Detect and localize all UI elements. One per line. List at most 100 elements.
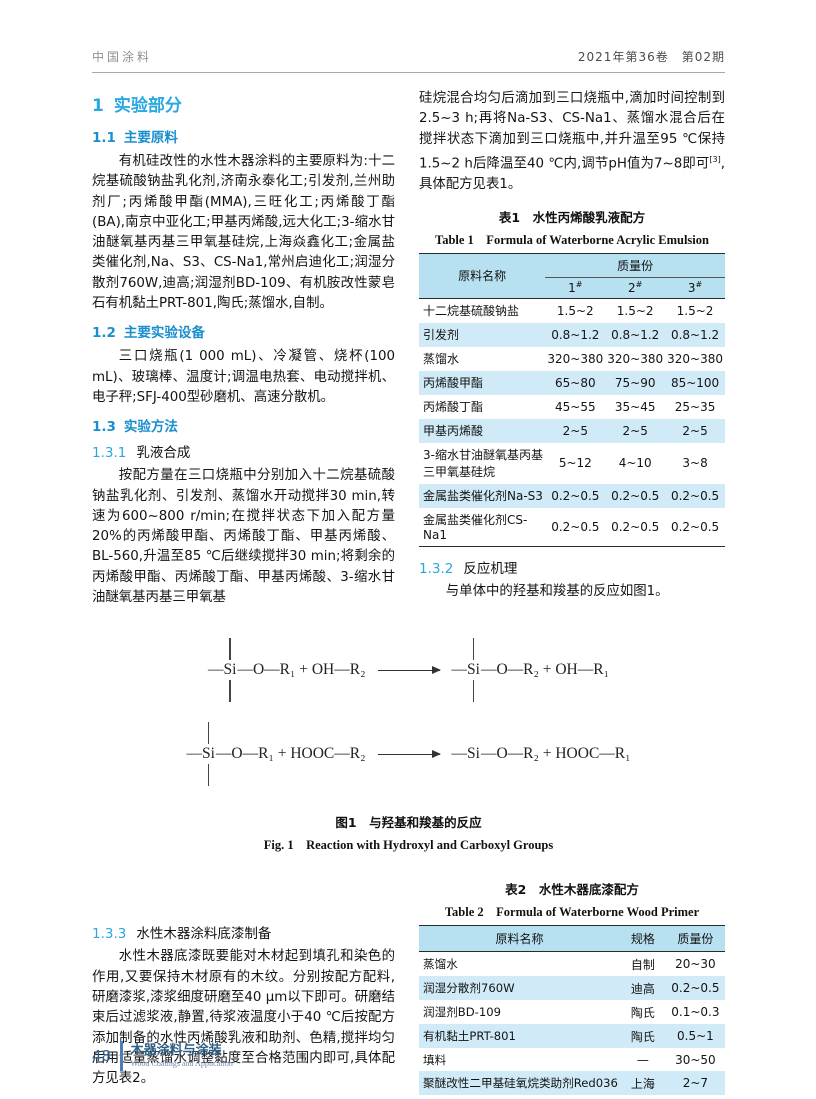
paragraph-reaction-mechanism: 与单体中的羟基和羧基的反应如图1。 [445, 583, 669, 599]
section-heading-1-3-4: 1.3.4水性木器涂料面漆制备 [92, 1095, 395, 1099]
section-heading-1-3-2: 1.3.2 反应机理 [419, 560, 518, 577]
table-cell: 润湿分散剂760W [423, 981, 515, 996]
bond-line [207, 722, 210, 745]
table-cell: 引发剂 [423, 328, 460, 343]
si-atom-bonded: Si [466, 638, 481, 703]
table-cell: 0.1~0.3 [671, 1005, 720, 1020]
table-row: 丙烯酸丁酯 45~55 35~45 25~35 [419, 395, 725, 419]
table-cell: 金属盐类催化剂Na-S3 [423, 489, 543, 504]
table-cell: 0.2~0.5 [551, 488, 600, 503]
table-cell: 聚醚改性二甲基硅氧烷类助剂Red036 [423, 1076, 618, 1091]
table1-acrylic-emulsion-formula: 原料名称 质量份 1# 2# 3# 十二烷基硫酸钠盐 1.5~2 1.5~2 1.5~… [419, 252, 725, 547]
reaction-equation-2: — Si —O—R₁ + HOOC—R₂ — Si —O—R₂ + HOOC—R… [92, 722, 725, 787]
table-row: 金属盐类催化剂Na-S3 0.2~0.5 0.2~0.5 0.2~0.5 [419, 483, 725, 508]
table-row: 聚醚改性二甲基硅氧烷类助剂Red036 上海 2~7 [419, 1071, 725, 1096]
table-cell: 2~5 [562, 423, 588, 438]
section-heading-1-3-3: 1.3.3 水性木器涂料底漆制备 [92, 926, 272, 943]
table-cell: — [636, 1052, 649, 1067]
table-cell: 20~30 [675, 957, 716, 972]
bond-line [229, 680, 231, 703]
table-cell: 陶氏 [630, 1005, 655, 1020]
table-cell: 35~45 [614, 399, 656, 414]
table-cell: 4~10 [618, 456, 652, 471]
table-row: 丙烯酸甲酯 65~80 75~90 85~100 [419, 370, 725, 395]
reaction-arrow [377, 664, 441, 675]
table-cell: 蒸馏水 [423, 957, 458, 972]
bond-line [207, 764, 210, 787]
table2-wood-primer-formula: 原料名称 规格 质量份 蒸馏水 自制 20~30 润湿分散剂760W 迪高 0.2~0.5… [419, 925, 725, 1099]
table-cell: 蒸馏水 [423, 352, 460, 367]
table-row: 引发剂 0.8~1.2 0.8~1.2 0.8~1.2 [419, 322, 725, 347]
table-cell: 1.5~2 [616, 303, 654, 318]
bond-line [229, 638, 231, 661]
table-cell: 0.2~0.5 [670, 488, 720, 503]
table-cell: 0.3~0.6 [666, 1095, 725, 1099]
table-cell: 丙烯酸甲酯 [423, 376, 484, 391]
paragraph-primer-preparation: 水性木器底漆既要能对木材起到填孔和染色的作用,又要保持木材原有的木纹。分别按配方… [92, 949, 395, 1087]
table-row: 十二烷基硫酸钠盐 1.5~2 1.5~2 1.5~2 [419, 298, 725, 323]
si-atom-bonded: Si [201, 722, 216, 787]
table-row: 润湿分散剂760W 迪高 0.2~0.5 [419, 976, 725, 1001]
paragraph-emulsion-synthesis-cont: 硅烷混合均匀后滴加到三口烧瓶中,滴加时间控制到2.5~3 h;再将Na-S3、C… [419, 91, 725, 192]
table-cell: 2~5 [682, 423, 708, 438]
reaction-equation-1: — Si —O—R₁ + OH—R₂ — Si —O—R₂ + OH—R₁ [92, 638, 725, 703]
section-heading-1-3-1: 1.3.1 乳液合成 [92, 445, 191, 462]
table2-header: 原料名称 规格 质量份 [419, 925, 725, 953]
footer-divider-bar [120, 1041, 123, 1071]
figure1-reaction-scheme: — Si —O—R₁ + OH—R₂ — Si —O—R₂ + OH—R₁ [92, 638, 725, 853]
left-column-bottom: 1.3.3 水性木器涂料底漆制备 水性木器底漆既要能对木材起到填孔和染色的作用,又… [92, 879, 395, 1099]
table-cell: 润湿剂BD-109 [423, 1005, 501, 1020]
table-cell: 1.5~2 [556, 303, 594, 318]
table1-caption-zh: 表1 水性丙烯酸乳液配方 [498, 209, 646, 225]
paragraph-equipment: 三口烧瓶(1 000 mL)、冷凝管、烧杯(100 mL)、玻璃棒、温度计;调温… [92, 349, 395, 405]
table-cell: 迪高 [630, 981, 655, 996]
table-cell: 丙烯酸丁酯 [423, 400, 484, 415]
eq1-lhs: — Si —O—R₁ + OH—R₂ [208, 638, 366, 703]
table-cell: 上海 [630, 1076, 655, 1091]
table-row: 有机硅消泡剂BYK-024毕克0.3~0.6 [419, 1095, 725, 1099]
section-heading-1-1: 1.1 主要原料 [92, 130, 178, 146]
table-row: 甲基丙烯酸 2~5 2~5 2~5 [419, 418, 725, 443]
table-cell: 陶氏 [630, 1029, 655, 1044]
table-cell: 0.2~0.5 [551, 519, 600, 534]
si-atom: Si [467, 745, 480, 763]
table-cell: 0.2~0.5 [611, 488, 660, 503]
table2-body: 蒸馏水 自制 20~30 润湿分散剂760W 迪高 0.2~0.5 润湿剂BD-109 陶氏 0… [419, 952, 725, 1099]
left-column: 1 实验部分 1.1 主要原料 有机硅改性的水性木器涂料的主要原料为:十二烷基硫酸钠… [92, 89, 395, 608]
table-cell: 3-缩水甘油醚氧基丙基三甲氧基硅烷 [423, 448, 543, 480]
paragraph-emulsion-synthesis: 按配方量在三口烧瓶中分别加入十二烷基硫酸钠盐乳化剂、引发剂、蒸馏水开动搅拌30 … [92, 468, 395, 606]
table-row: 金属盐类催化剂CS-Na1 0.2~0.5 0.2~0.5 0.2~0.5 [419, 508, 725, 547]
section-heading-1-3: 1.3 实验方法 [92, 419, 178, 436]
table-cell: 毕克 [620, 1095, 666, 1099]
eq1-rhs: — Si —O—R₂ + OH—R₁ [452, 638, 609, 703]
section-heading-1: 1 实验部分 [92, 91, 395, 116]
table1-body: 十二烷基硫酸钠盐 1.5~2 1.5~2 1.5~2 引发剂 0.8~1.2 0.8~1.2… [419, 298, 725, 546]
section-heading-1-2: 1.2 主要实验设备 [92, 325, 205, 342]
table1-caption-en: Table 1 Formula of Waterborne Acrylic Em… [435, 232, 709, 247]
table-cell: 0.8~1.2 [670, 327, 720, 342]
table-cell: 5~12 [558, 456, 592, 471]
table-cell: 0.8~1.2 [611, 327, 660, 342]
table-cell: 75~90 [614, 375, 656, 390]
table-cell: 320~380 [547, 351, 604, 366]
table-cell: 85~100 [670, 375, 720, 390]
table-cell: 2~5 [622, 423, 648, 438]
table2-caption-en: Table 2 Formula of Waterborne Wood Prime… [444, 905, 700, 920]
table-row: 蒸馏水 自制 20~30 [419, 952, 725, 977]
table-cell: 甲基丙烯酸 [423, 424, 484, 439]
table-cell: 0.2~0.5 [671, 981, 720, 996]
reaction-arrow [377, 748, 441, 759]
table-cell: 0.2~0.5 [670, 519, 720, 534]
table-cell: 有机黏土PRT-801 [423, 1029, 516, 1044]
figure1-caption-en: Fig. 1 Reaction with Hydroxyl and Carbox… [263, 838, 554, 853]
table-cell: 320~380 [607, 351, 664, 366]
table2-col-mass-parts: 质量份 [665, 925, 725, 953]
table-row: 蒸馏水 320~380 320~380 320~380 [419, 347, 725, 371]
table-cell: 填料 [423, 1052, 447, 1067]
citation-3: [3] [709, 154, 721, 164]
table-cell: 3~8 [682, 456, 708, 471]
section-number: 1 [92, 96, 104, 116]
table-row: 润湿剂BD-109 陶氏 0.1~0.3 [419, 1000, 725, 1024]
table-cell: 金属盐类催化剂CS-Na1 [423, 513, 528, 543]
figure1-caption-zh: 图1 与羟基和羧基的反应 [335, 815, 482, 831]
